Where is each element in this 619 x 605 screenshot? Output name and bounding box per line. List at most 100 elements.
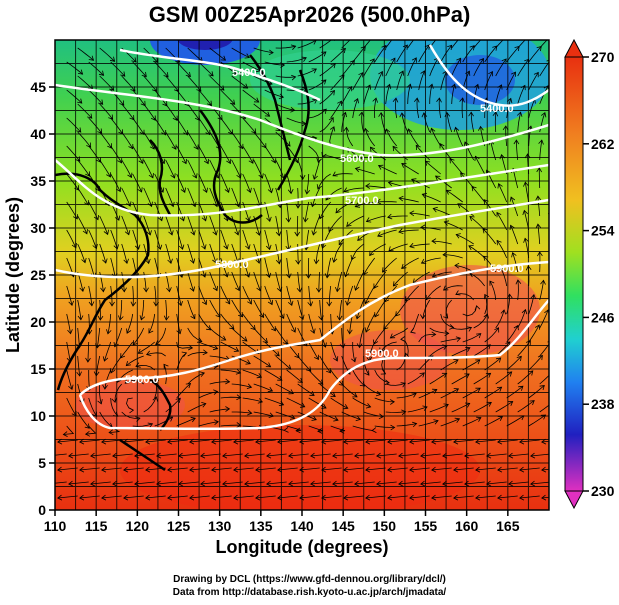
- contour-labels: 5400.0 5400.0 5600.0 5700.0 5800.0 5900.…: [125, 67, 524, 386]
- streamline-arrowhead: [169, 201, 175, 208]
- streamline: [266, 481, 287, 485]
- streamline: [87, 341, 90, 363]
- streamline: [88, 173, 100, 192]
- streamline-arrowhead: [143, 287, 149, 293]
- streamline-arrowhead: [274, 351, 280, 357]
- streamline-arrowhead: [431, 238, 437, 244]
- x-tick-label: 125: [167, 518, 191, 534]
- streamline-arrowhead: [535, 223, 542, 229]
- streamline-arrowhead: [465, 346, 471, 352]
- streamline: [517, 112, 521, 133]
- streamline: [155, 327, 167, 346]
- streamline-arrowhead: [130, 301, 137, 307]
- streamline: [178, 453, 199, 457]
- streamline-arrowhead: [134, 452, 140, 459]
- streamline-arrowhead: [57, 466, 63, 473]
- streamline: [321, 439, 342, 443]
- streamline-arrowhead: [190, 230, 196, 236]
- contour-label: 5600.0: [340, 153, 374, 165]
- streamline-arrowhead: [96, 157, 102, 163]
- streamline: [275, 411, 295, 419]
- streamline: [220, 369, 241, 374]
- streamline: [231, 215, 239, 236]
- streamline: [110, 173, 121, 192]
- streamline-arrowhead: [398, 228, 404, 234]
- streamline-arrowhead: [419, 372, 425, 378]
- streamline-arrowhead: [321, 494, 327, 501]
- streamline: [363, 58, 375, 77]
- streamline: [187, 327, 202, 342]
- streamline: [407, 406, 428, 413]
- streamline: [253, 103, 270, 117]
- streamline: [126, 355, 144, 366]
- streamline: [541, 468, 549, 471]
- streamline-arrowhead: [541, 438, 547, 445]
- streamline: [343, 439, 364, 443]
- streamline-arrowhead: [255, 494, 261, 501]
- streamline: [393, 271, 408, 287]
- streamline: [517, 370, 534, 385]
- streamline: [286, 397, 305, 408]
- streamline-arrowhead: [369, 146, 376, 152]
- streamline: [187, 403, 206, 413]
- streamline-arrowhead: [443, 313, 449, 319]
- streamline: [508, 481, 529, 485]
- streamline-arrowhead: [550, 370, 555, 375]
- streamline: [385, 84, 391, 105]
- streamline: [387, 215, 408, 218]
- streamline: [343, 187, 364, 192]
- streamline: [451, 347, 471, 357]
- streamline-arrowhead: [339, 427, 345, 434]
- streamline: [355, 168, 375, 175]
- colorbar-tick-label: 254: [591, 223, 615, 239]
- streamline-arrowhead: [483, 313, 489, 319]
- streamline: [468, 245, 485, 259]
- streamline: [209, 327, 226, 341]
- streamline: [378, 165, 397, 175]
- streamline: [200, 481, 221, 485]
- x-tick-label: 120: [126, 518, 150, 534]
- streamline-arrowhead: [447, 44, 453, 51]
- streamline-arrowhead: [266, 480, 272, 487]
- streamline: [231, 47, 250, 58]
- streamline: [154, 145, 165, 164]
- streamline-arrowhead: [340, 47, 346, 54]
- streamline-arrowhead: [92, 243, 98, 250]
- streamline: [380, 112, 387, 133]
- streamline-arrowhead: [354, 452, 360, 459]
- streamline: [66, 229, 77, 248]
- streamline: [454, 265, 474, 273]
- streamline-arrowhead: [118, 315, 124, 321]
- streamline-arrowhead: [326, 301, 333, 307]
- streamline: [132, 145, 144, 164]
- streamline: [418, 334, 436, 343]
- streamline-arrowhead: [453, 438, 459, 445]
- streamline-arrowhead: [194, 115, 200, 121]
- streamline-arrowhead: [183, 130, 188, 136]
- streamline-arrowhead: [538, 139, 544, 145]
- streamline: [99, 75, 114, 91]
- streamline-arrowhead: [287, 189, 294, 195]
- streamline-arrowhead: [251, 128, 257, 134]
- streamline: [319, 383, 336, 397]
- contour-line: [78, 299, 549, 431]
- streamline-arrowhead: [295, 259, 301, 265]
- streamline: [341, 86, 352, 105]
- streamline-arrowhead: [332, 171, 338, 177]
- streamline-arrowhead: [68, 480, 74, 487]
- streamline-arrowhead: [109, 368, 116, 374]
- streamline-arrowhead: [343, 271, 350, 278]
- streamline: [121, 243, 128, 264]
- streamline-arrowhead: [346, 329, 353, 335]
- streamline: [401, 257, 419, 269]
- streamline: [321, 467, 342, 471]
- streamline: [90, 453, 111, 457]
- streamline-arrowhead: [98, 70, 105, 76]
- streamline-arrowhead: [268, 412, 275, 418]
- streamline-arrowhead: [420, 70, 426, 76]
- streamline: [517, 340, 531, 357]
- streamline-arrowhead: [497, 84, 503, 90]
- streamline: [405, 285, 419, 302]
- streamline-arrowhead: [245, 244, 251, 250]
- streamline-arrowhead: [485, 169, 491, 175]
